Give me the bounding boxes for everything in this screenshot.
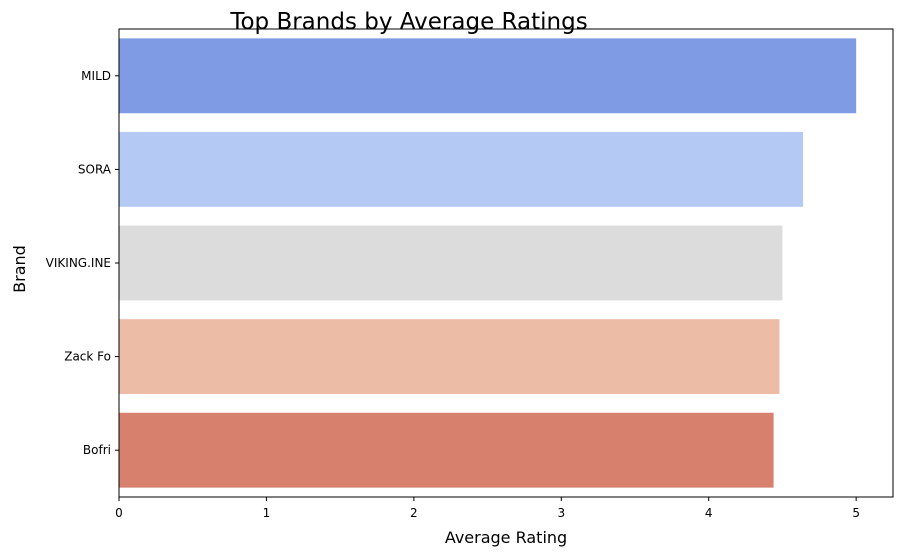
y-tick-label: VIKING.INE [46, 256, 111, 270]
y-tick-label: Zack Fo [64, 350, 111, 364]
bar-viking-ine [119, 225, 783, 301]
y-axis-label: Brand [10, 245, 29, 293]
bar-sora [119, 131, 804, 207]
x-tick-label: 4 [705, 506, 713, 520]
bar-bofri [119, 412, 774, 488]
x-axis-label: Average Rating [445, 528, 567, 547]
x-tick-label: 5 [852, 506, 860, 520]
x-tick-label: 2 [410, 506, 418, 520]
plot-frame [118, 28, 894, 498]
bar-mild [119, 38, 857, 114]
bar-zack-fo [119, 319, 780, 395]
x-tick-label: 1 [263, 506, 271, 520]
x-tick-label: 3 [557, 506, 565, 520]
y-tick-label: Bofri [83, 443, 111, 457]
y-tick-label: SORA [78, 162, 112, 176]
x-tick-label: 0 [115, 506, 123, 520]
y-tick-label: MILD [81, 69, 111, 83]
chart-title: Top Brands by Average Ratings [229, 9, 587, 35]
